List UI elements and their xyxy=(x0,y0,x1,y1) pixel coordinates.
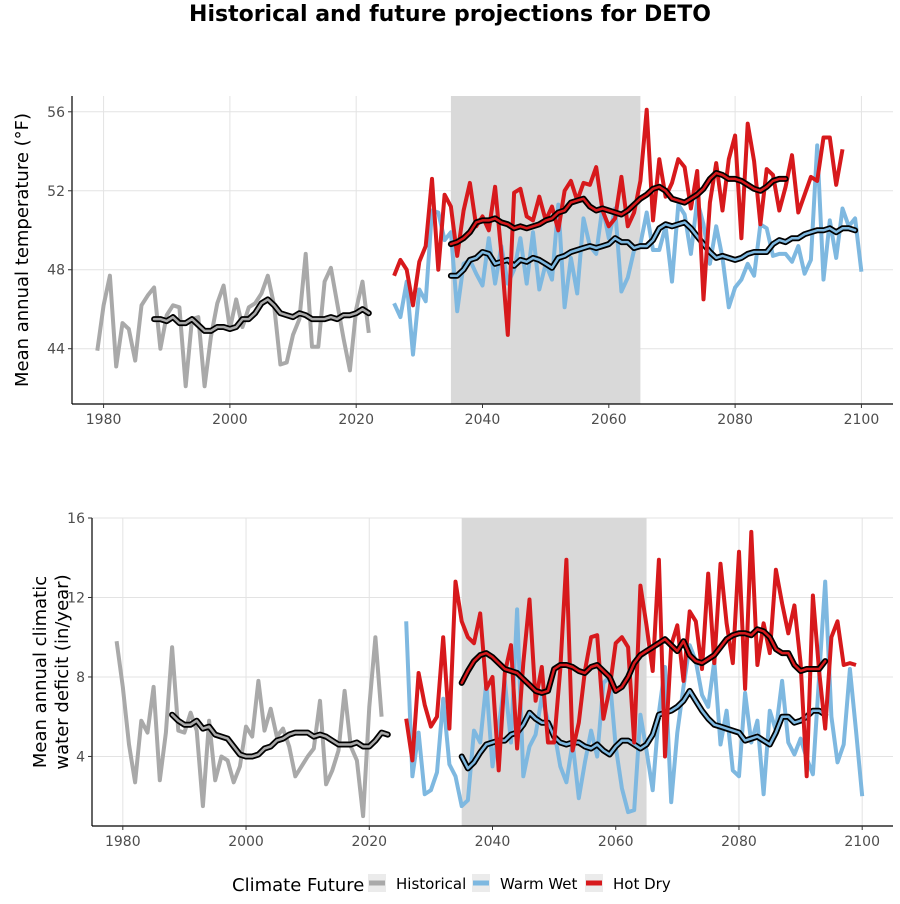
warm-wet-series xyxy=(404,579,865,815)
series-line xyxy=(404,579,865,815)
hot-dry-series xyxy=(392,107,845,337)
x-tick-label: 2020 xyxy=(351,834,387,850)
x-tick-label: 2020 xyxy=(338,412,374,428)
shaded-period xyxy=(450,96,641,404)
y-axis-label: Mean annual climaticwater deficit (in/ye… xyxy=(30,574,73,769)
y-tick-label: 48 xyxy=(47,263,65,279)
series-line xyxy=(404,529,857,779)
legend: Climate Future Historical Warm Wet Hot Dry xyxy=(232,874,671,896)
warm-wet-series xyxy=(392,143,864,357)
x-tick-label: 2100 xyxy=(844,834,880,850)
legend-label: Warm Wet xyxy=(500,875,578,893)
x-tick-label: 1980 xyxy=(105,834,141,850)
water-deficit-panel: 1980 2000 2020 2040 2060 2080 2100 4 8 12 16 Mean a… xyxy=(30,511,893,850)
smoothed-line xyxy=(152,298,371,333)
warm-wet-smoothed-series xyxy=(458,687,829,772)
y-tick-label: 4 xyxy=(76,749,85,765)
x-tick-label: 2040 xyxy=(475,834,511,850)
x-tick-label: 2100 xyxy=(844,412,880,428)
x-tick-label: 2080 xyxy=(721,834,757,850)
series-line xyxy=(392,107,845,337)
y-axis-label-line: Mean annual climatic xyxy=(30,576,51,768)
x-tick-label: 2080 xyxy=(717,412,753,428)
series-line xyxy=(392,143,864,357)
y-tick-label: 16 xyxy=(67,511,85,527)
smoothed-line xyxy=(460,689,827,770)
historical-series xyxy=(95,251,371,389)
series-line xyxy=(95,251,371,389)
x-tick-label: 1980 xyxy=(86,412,122,428)
smoothed-line xyxy=(449,171,787,246)
y-tick-label: 56 xyxy=(47,105,65,121)
x-tick-label: 2060 xyxy=(598,834,634,850)
hot-dry-smoothed-series xyxy=(458,626,829,696)
historical-smoothed-series xyxy=(169,711,391,760)
legend-title: Climate Future xyxy=(232,875,364,896)
warm-wet-smoothed-series xyxy=(447,219,859,279)
smoothed-line xyxy=(449,221,857,277)
historical-smoothed-series xyxy=(151,296,372,334)
historical-series xyxy=(114,635,384,819)
series-line xyxy=(114,635,384,819)
legend-item-warm-wet: Warm Wet xyxy=(472,874,578,893)
x-tick-label: 2040 xyxy=(465,412,501,428)
smoothed-line xyxy=(460,628,827,695)
x-tick-label: 2000 xyxy=(228,834,264,850)
y-axis-label: Mean annual temperature (°F) xyxy=(12,113,33,387)
x-tick-label: 2000 xyxy=(212,412,248,428)
temperature-panel: 1980 2000 2020 2040 2060 2080 2100 44 48 52 56 Mean… xyxy=(12,96,893,428)
y-tick-label: 12 xyxy=(67,590,85,606)
y-tick-label: 44 xyxy=(47,342,65,358)
legend-label: Historical xyxy=(396,875,466,893)
x-tick-label: 2060 xyxy=(591,412,627,428)
legend-item-hot-dry: Hot Dry xyxy=(585,874,671,893)
smoothed-line xyxy=(170,713,390,758)
y-tick-label: 52 xyxy=(47,184,65,200)
chart-title: Historical and future projections for DE… xyxy=(189,2,711,27)
hot-dry-series xyxy=(404,529,857,779)
legend-item-historical: Historical xyxy=(368,874,466,893)
y-axis-label-line: water deficit (in/year) xyxy=(52,574,73,769)
legend-label: Hot Dry xyxy=(613,875,671,893)
y-tick-label: 8 xyxy=(76,670,85,686)
hot-dry-smoothed-series xyxy=(447,170,789,248)
